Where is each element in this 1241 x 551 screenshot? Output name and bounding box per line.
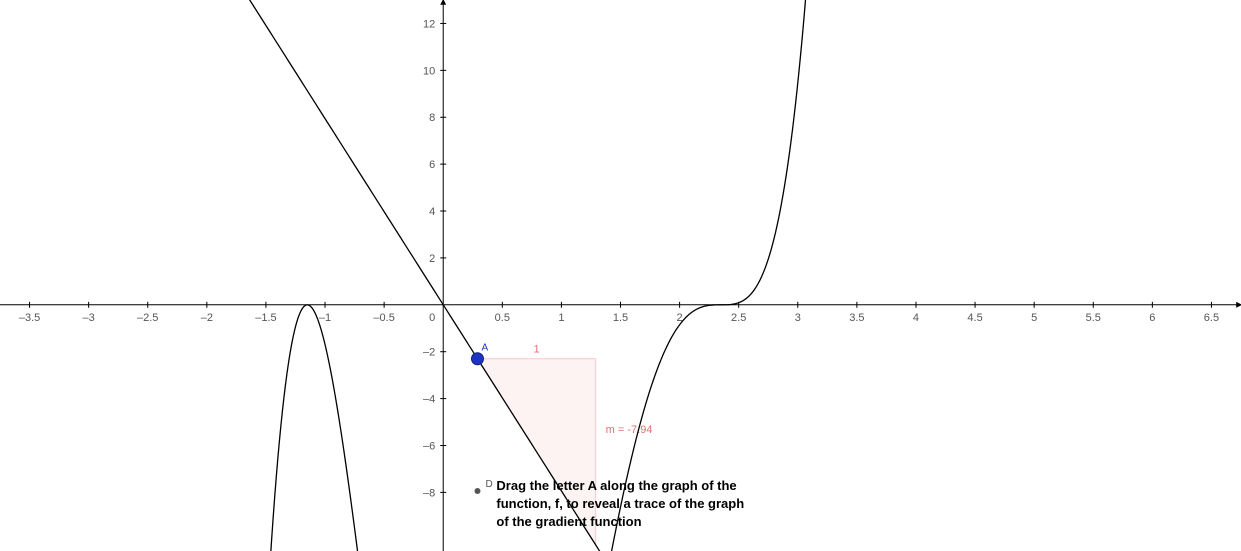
instruction-text: of the gradient function <box>496 514 641 529</box>
point-a-label: A <box>481 343 488 354</box>
x-tick-label: –2 <box>201 312 213 324</box>
x-tick-label: 2.5 <box>731 312 746 324</box>
x-tick-label: 3.5 <box>849 312 864 324</box>
slope-rise-label: m = -7.94 <box>606 424 653 436</box>
x-tick-label: 5.5 <box>1086 312 1101 324</box>
y-tick-label: 10 <box>423 65 435 77</box>
plot-background <box>0 0 1241 551</box>
y-tick-label: 2 <box>429 253 435 265</box>
x-tick-label: 0.5 <box>495 312 510 324</box>
x-tick-label: 6.5 <box>1204 312 1219 324</box>
x-tick-label: 6 <box>1149 312 1155 324</box>
instruction-text: function, f, to reveal a trace of the gr… <box>496 496 744 511</box>
x-tick-label: 4 <box>913 312 919 324</box>
x-tick-label: –3.5 <box>19 312 40 324</box>
x-tick-label: –1.5 <box>255 312 276 324</box>
x-tick-label: 1 <box>558 312 564 324</box>
x-tick-label: –1 <box>319 312 331 324</box>
y-tick-label: 4 <box>429 206 435 218</box>
origin-label: 0 <box>429 312 435 324</box>
y-tick-label: –2 <box>423 347 435 359</box>
x-tick-label: –3 <box>83 312 95 324</box>
x-tick-label: 3 <box>795 312 801 324</box>
x-tick-label: 5 <box>1031 312 1037 324</box>
y-tick-label: –4 <box>423 394 435 406</box>
x-tick-label: 1.5 <box>613 312 628 324</box>
coordinate-plot[interactable]: 1 m = -7.94 –3.5 –3 –2.5 –2 –1.5 –1 –0.5 0.5 1 1.5 2… <box>0 0 1241 551</box>
x-tick-label: –2.5 <box>137 312 158 324</box>
slope-run-label: 1 <box>534 344 540 356</box>
x-tick-label: –0.5 <box>373 312 394 324</box>
y-tick-label: 8 <box>429 112 435 124</box>
point-d <box>474 488 480 494</box>
y-tick-label: 6 <box>429 159 435 171</box>
y-tick-label: –6 <box>423 440 435 452</box>
y-tick-label: –8 <box>423 487 435 499</box>
instruction-text: Drag the letter A along the graph of the <box>496 478 736 493</box>
y-tick-label: 12 <box>423 18 435 30</box>
point-d-label: D <box>485 479 492 490</box>
point-a[interactable] <box>471 353 483 365</box>
x-tick-label: 4.5 <box>967 312 982 324</box>
